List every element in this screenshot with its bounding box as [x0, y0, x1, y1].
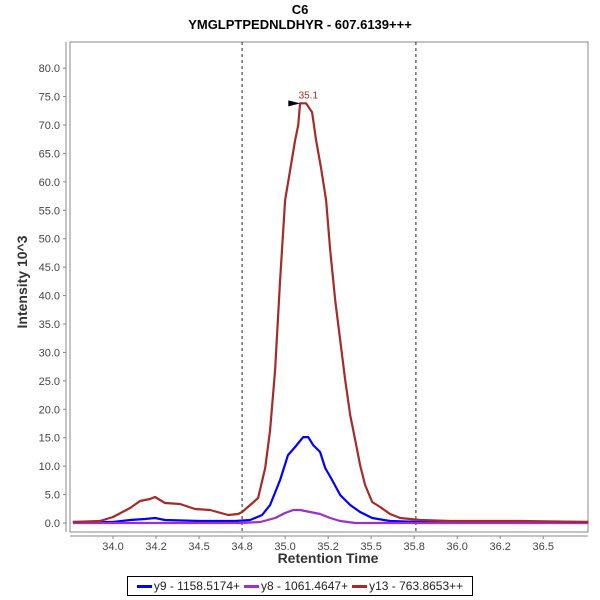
y-tick-label: 0.0 — [45, 518, 60, 530]
x-tick-label: 35.2 — [317, 541, 338, 553]
y-tick-label: 10.0 — [39, 461, 60, 473]
peak-label: 35.1 — [299, 90, 319, 101]
x-tick-label: 34.2 — [145, 541, 166, 553]
series-line-y13 — [72, 102, 589, 524]
x-axis-label: Retention Time — [278, 550, 379, 566]
y-tick-label: 30.0 — [39, 347, 60, 359]
x-tick-label: 34.0 — [102, 541, 123, 553]
legend-label: y8 - 1061.4647+ — [261, 579, 349, 593]
y-tick-label: 75.0 — [39, 92, 60, 104]
chart-title: C6 — [291, 2, 309, 17]
legend-item-y9[interactable]: y9 - 1158.5174+ — [136, 579, 241, 593]
y-tick-label: 25.0 — [39, 376, 60, 388]
y-tick-label: 45.0 — [39, 262, 60, 274]
y-tick-label: 35.0 — [39, 319, 60, 331]
y-tick-label: 55.0 — [39, 205, 60, 217]
x-tick-label: 36.5 — [533, 541, 554, 553]
legend-label: y9 - 1158.5174+ — [153, 579, 241, 593]
x-tick-label: 36.0 — [446, 541, 467, 553]
x-tick-label: 34.8 — [231, 541, 252, 553]
y-tick-label: 65.0 — [39, 148, 60, 160]
y-tick-label: 80.0 — [39, 63, 60, 75]
series-line-y8 — [72, 508, 589, 525]
y-tick-label: 60.0 — [39, 177, 60, 189]
y-tick-label: 50.0 — [39, 234, 60, 246]
legend-label: y13 - 763.8653++ — [369, 579, 464, 593]
x-tick-label: 35.5 — [360, 541, 381, 553]
legend-swatch — [136, 584, 152, 588]
x-tick-label: 35.0 — [274, 541, 295, 553]
y-tick-label: 40.0 — [39, 291, 60, 303]
peak-marker-icon — [288, 100, 301, 107]
series-line-y9 — [72, 436, 589, 524]
legend-swatch — [352, 584, 368, 588]
x-tick-label: 36.2 — [490, 541, 511, 553]
x-tick-label: 35.8 — [403, 541, 424, 553]
legend-swatch — [244, 584, 260, 588]
legend-item-y8[interactable]: y8 - 1061.4647+ — [244, 579, 348, 593]
chart-subtitle: YMGLPTPEDNLDHYR - 607.6139+++ — [188, 17, 412, 32]
y-tick-label: 20.0 — [39, 404, 60, 416]
y-tick-label: 70.0 — [39, 120, 60, 132]
legend-item-y13[interactable]: y13 - 763.8653++ — [352, 579, 463, 593]
x-tick-label: 34.5 — [188, 541, 209, 553]
y-tick-label: 5.0 — [45, 490, 60, 502]
y-tick-label: 15.0 — [39, 433, 60, 445]
legend: y9 - 1158.5174+ y8 - 1061.4647+ y13 - 76… — [127, 576, 473, 596]
plot-area — [69, 41, 589, 533]
y-axis-label: Intensity 10^3 — [14, 235, 30, 328]
